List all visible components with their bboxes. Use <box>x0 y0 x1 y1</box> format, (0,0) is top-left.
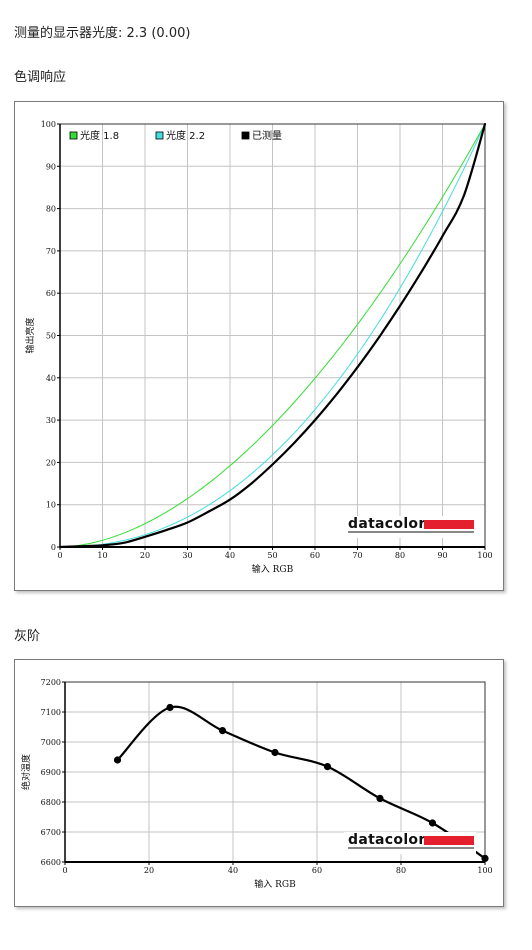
y-tick-label: 20 <box>46 458 56 467</box>
x-tick-label: 50 <box>267 551 277 560</box>
x-tick-label: 80 <box>396 866 406 875</box>
tone-response-chart: 0 10 20 30 40 50 60 70 80 90 100 0 10 20 30 40 50 60 70 80 9… <box>14 101 504 591</box>
data-point <box>323 763 332 771</box>
legend-swatch <box>241 131 250 140</box>
x-tick-label: 100 <box>477 866 492 875</box>
y-tick-label: 70 <box>46 247 56 256</box>
y-axis-label: 输出亮度 <box>24 317 36 353</box>
data-point <box>481 854 489 862</box>
x-tick-label: 80 <box>395 551 405 560</box>
x-tick-label: 20 <box>144 866 154 875</box>
data-point <box>376 794 384 802</box>
tone-response-svg: 0 10 20 30 40 50 60 70 80 90 100 0 10 20 30 40 50 60 70 80 9… <box>24 120 493 575</box>
x-axis-label: 输入 RGB <box>252 563 294 575</box>
series-line-3 <box>58 122 487 549</box>
legend-label: 光度 2.2 <box>166 129 205 142</box>
x-tick-label: 0 <box>57 551 62 560</box>
y-tick-label: 40 <box>46 374 56 383</box>
y-tick-label: 6900 <box>41 768 61 777</box>
datacolor-logo-text: datacolor <box>348 832 426 848</box>
y-tick-label: 80 <box>46 205 56 214</box>
x-tick-label: 60 <box>312 866 322 875</box>
y-tick-label: 6700 <box>41 828 61 837</box>
y-tick-label: 30 <box>46 416 56 425</box>
x-tick-label: 100 <box>477 551 492 560</box>
x-tick-label: 60 <box>310 551 320 560</box>
legend-swatch <box>155 131 164 140</box>
x-tick-label: 70 <box>352 551 362 560</box>
datacolor-logo-text: datacolor <box>348 516 426 532</box>
series-line-1 <box>59 123 486 548</box>
y-tick-label: 7200 <box>41 678 61 687</box>
grayscale-title: 灰阶 <box>14 629 41 644</box>
gamma-label: 测量的显示器光度: <box>14 26 123 41</box>
y-tick-label: 7100 <box>41 708 61 717</box>
measured-gamma-text: 测量的显示器光度: 2.3 (0.00) <box>14 22 190 41</box>
y-tick-label: 10 <box>46 501 56 510</box>
x-tick-label: 20 <box>140 551 150 560</box>
x-tick-label: 90 <box>437 551 447 560</box>
gamma-value: 2.3 (0.00) <box>126 26 191 41</box>
tone-response-title: 色调响应 <box>14 70 67 85</box>
datacolor-logo-bar <box>424 836 474 845</box>
legend-label: 光度 1.8 <box>80 129 119 142</box>
datacolor-logo-bar <box>424 520 474 529</box>
data-point <box>113 756 122 764</box>
data-point <box>218 727 227 735</box>
x-tick-label: 40 <box>225 551 235 560</box>
legend-label: 已测量 <box>252 129 282 142</box>
x-tick-label: 0 <box>62 866 67 875</box>
y-tick-label: 60 <box>46 289 56 298</box>
x-axis-label: 输入 RGB <box>254 878 296 890</box>
grayscale-svg: 0 20 40 60 80 100 6600 6700 6800 6900 7000 7100 7200… <box>20 678 493 890</box>
y-tick-label: 6800 <box>41 798 61 807</box>
y-tick-label: 50 <box>46 332 56 341</box>
x-tick-label: 40 <box>228 866 238 875</box>
x-tick-label: 10 <box>97 551 107 560</box>
y-axis-label: 绝对温度 <box>20 754 32 790</box>
x-tick-label: 30 <box>182 551 192 560</box>
data-point <box>166 703 174 712</box>
y-tick-label: 100 <box>41 120 56 129</box>
data-point <box>271 748 279 757</box>
series-line-2 <box>59 123 486 548</box>
legend-swatch <box>69 131 78 140</box>
y-tick-label: 6600 <box>41 858 61 867</box>
y-tick-label: 90 <box>46 162 56 171</box>
data-point <box>428 819 437 827</box>
grayscale-chart: 0 20 40 60 80 100 6600 6700 6800 6900 7000 7100 7200… <box>14 659 504 907</box>
y-tick-label: 0 <box>51 543 56 552</box>
y-tick-label: 7000 <box>41 738 61 747</box>
